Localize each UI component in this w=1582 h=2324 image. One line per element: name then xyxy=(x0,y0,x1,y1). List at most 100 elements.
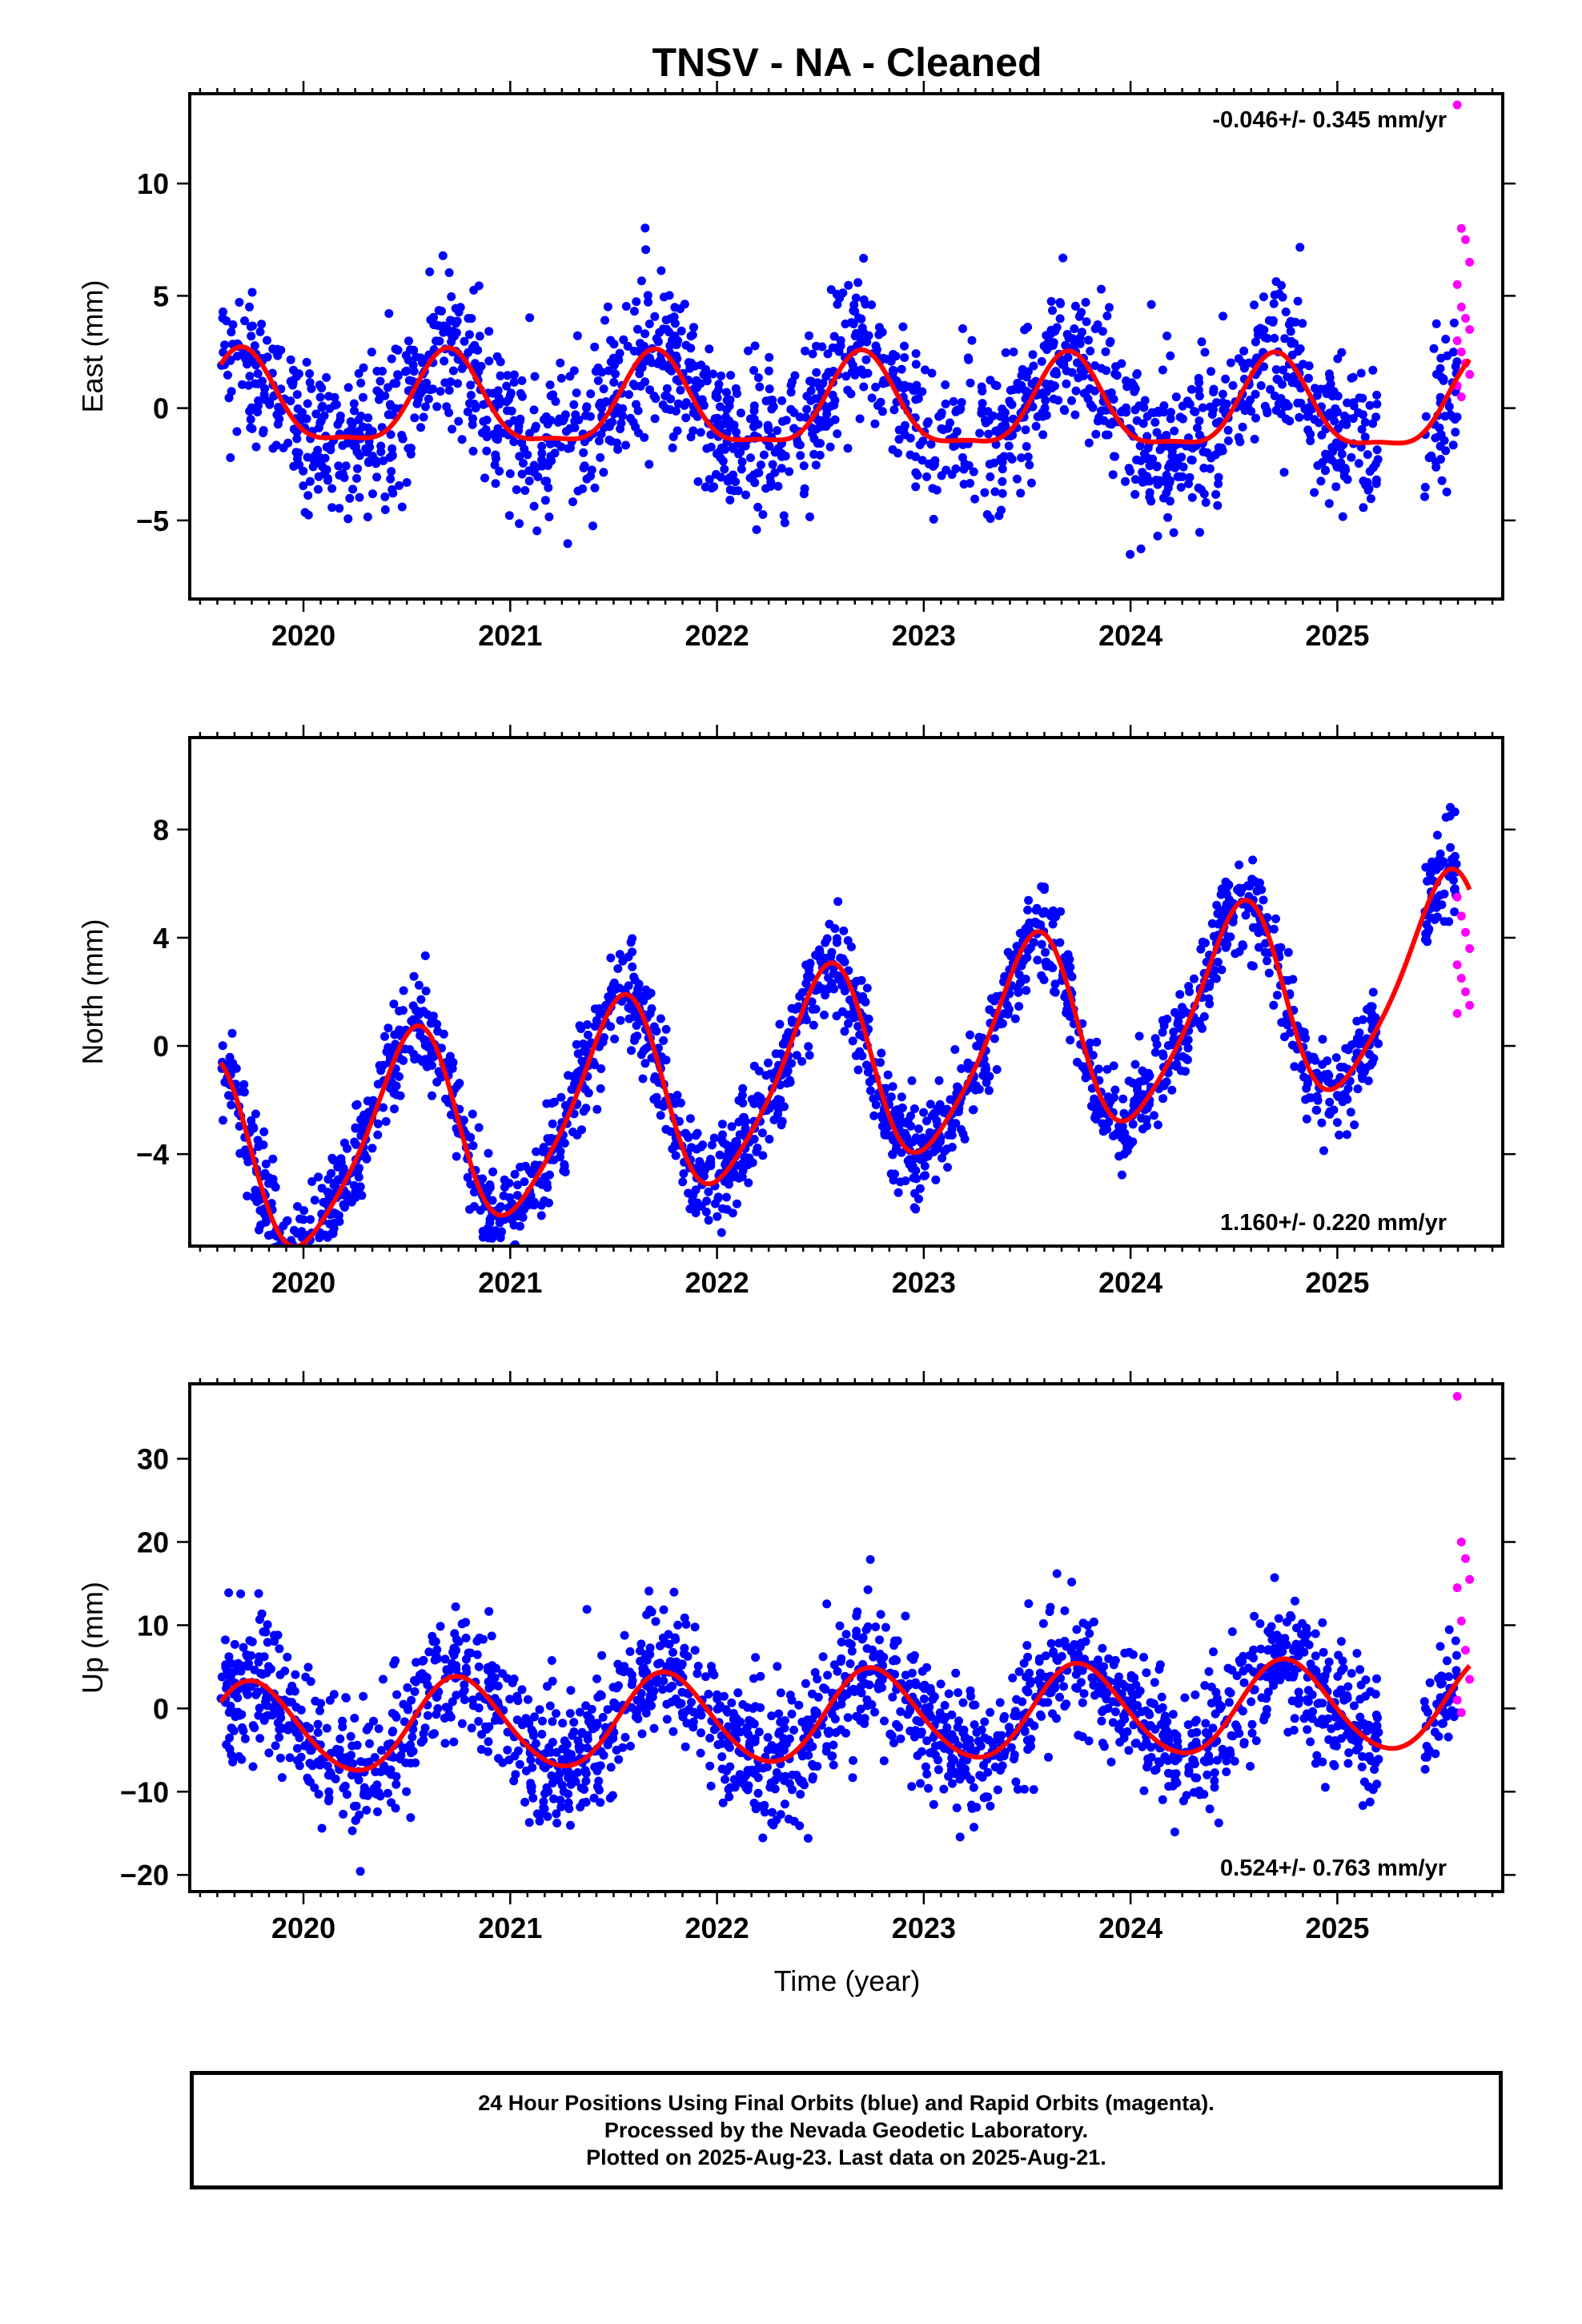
final-orbit-point xyxy=(695,1156,705,1166)
final-orbit-point xyxy=(343,428,352,437)
final-orbit-point xyxy=(1266,384,1275,394)
final-orbit-point xyxy=(1048,306,1057,316)
final-orbit-point xyxy=(613,444,623,454)
final-orbit-point xyxy=(1162,1077,1171,1087)
final-orbit-point xyxy=(1196,944,1206,954)
final-orbit-point xyxy=(709,1133,719,1143)
final-orbit-point xyxy=(920,1161,930,1171)
final-orbit-point xyxy=(656,1014,665,1023)
final-orbit-point xyxy=(319,1256,327,1265)
final-orbit-point xyxy=(1338,512,1347,521)
final-orbit-point xyxy=(1304,361,1314,371)
final-orbit-point xyxy=(738,1084,748,1093)
final-orbit-point xyxy=(1429,344,1439,353)
final-orbit-point xyxy=(355,493,364,502)
final-orbit-point xyxy=(1331,1741,1341,1751)
final-orbit-point xyxy=(459,1116,468,1125)
final-orbit-point xyxy=(705,475,714,485)
final-orbit-point xyxy=(957,1063,966,1073)
final-orbit-point xyxy=(1452,357,1462,367)
final-orbit-point xyxy=(1262,1705,1271,1714)
final-orbit-point xyxy=(1325,1097,1335,1107)
final-orbit-point xyxy=(787,1695,797,1705)
final-orbit-point xyxy=(558,1719,568,1728)
final-orbit-point xyxy=(464,330,474,340)
final-orbit-point xyxy=(753,502,763,512)
final-orbit-point xyxy=(632,400,640,409)
final-orbit-point xyxy=(667,366,677,376)
final-orbit-point xyxy=(720,464,729,474)
final-orbit-point xyxy=(433,1027,443,1036)
final-orbit-point xyxy=(979,1760,988,1770)
final-orbit-point xyxy=(421,402,430,412)
rapid-orbit-point xyxy=(1465,324,1475,334)
final-orbit-point xyxy=(624,390,633,400)
final-orbit-point xyxy=(447,292,456,301)
final-orbit-point xyxy=(1122,403,1130,412)
final-orbit-point xyxy=(624,952,633,962)
final-orbit-point xyxy=(335,1734,345,1743)
final-orbit-point xyxy=(383,383,392,392)
final-orbit-point xyxy=(1016,489,1026,498)
final-orbit-point xyxy=(1147,455,1157,464)
final-orbit-point xyxy=(449,1643,459,1653)
final-orbit-point xyxy=(725,495,735,505)
final-orbit-point xyxy=(980,1717,990,1727)
final-orbit-point xyxy=(1329,387,1339,396)
final-orbit-point xyxy=(1052,1569,1062,1578)
final-orbit-point xyxy=(659,1035,669,1045)
final-orbit-point xyxy=(440,356,449,366)
final-orbit-point xyxy=(1279,365,1288,375)
final-orbit-point xyxy=(581,1701,591,1711)
final-orbit-point xyxy=(1354,408,1363,417)
final-orbit-point xyxy=(320,453,330,463)
final-orbit-point xyxy=(706,430,716,440)
final-orbit-point xyxy=(334,461,343,471)
final-orbit-point xyxy=(293,1743,302,1753)
final-orbit-point xyxy=(218,313,227,323)
final-orbit-point xyxy=(1154,476,1164,485)
final-orbit-point xyxy=(1022,986,1031,995)
final-orbit-point xyxy=(850,332,860,341)
final-orbit-point xyxy=(566,1779,576,1789)
final-orbit-point xyxy=(777,396,787,405)
final-orbit-point xyxy=(1316,476,1326,486)
final-orbit-point xyxy=(907,1164,917,1173)
final-orbit-point xyxy=(1197,485,1206,494)
final-orbit-point xyxy=(756,460,765,469)
final-orbit-point xyxy=(1211,418,1221,428)
final-orbit-point xyxy=(644,460,654,469)
final-orbit-point xyxy=(428,384,437,394)
final-orbit-point xyxy=(732,1136,741,1146)
final-orbit-point xyxy=(697,360,706,370)
final-orbit-point xyxy=(1033,955,1042,965)
final-orbit-point xyxy=(998,489,1007,498)
final-orbit-point xyxy=(409,971,419,981)
final-orbit-point xyxy=(741,441,750,451)
final-orbit-point xyxy=(1184,982,1194,991)
final-orbit-point xyxy=(629,307,639,316)
final-orbit-point xyxy=(347,420,357,429)
final-orbit-point xyxy=(1098,1127,1108,1136)
final-orbit-point xyxy=(317,1184,327,1193)
final-orbit-point xyxy=(476,1205,485,1215)
final-orbit-point xyxy=(349,399,359,408)
final-orbit-point xyxy=(1158,365,1167,375)
final-orbit-point xyxy=(789,408,799,417)
final-orbit-point xyxy=(575,1707,584,1717)
final-orbit-point xyxy=(872,345,881,354)
final-orbit-point xyxy=(673,1091,682,1100)
final-orbit-point xyxy=(784,1027,793,1037)
final-orbit-point xyxy=(1169,528,1178,537)
final-orbit-point xyxy=(1214,1818,1223,1827)
final-orbit-point xyxy=(255,327,265,336)
final-orbit-point xyxy=(1440,412,1450,421)
final-orbit-point xyxy=(1109,1132,1118,1140)
final-orbit-point xyxy=(1090,361,1100,371)
final-orbit-point xyxy=(949,396,958,406)
final-orbit-point xyxy=(427,1049,436,1059)
final-orbit-point xyxy=(498,1758,508,1767)
final-orbit-point xyxy=(261,1160,271,1168)
final-orbit-point xyxy=(1371,412,1381,422)
